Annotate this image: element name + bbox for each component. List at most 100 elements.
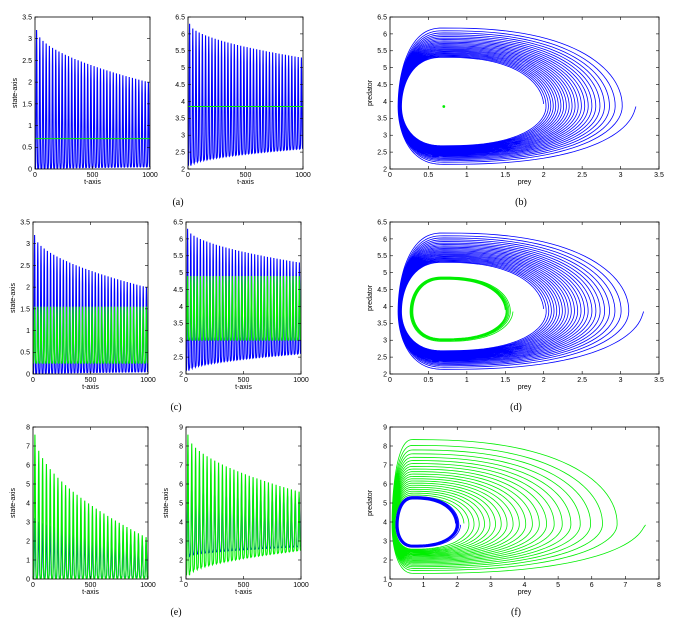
- x-tick-label: 1000: [140, 377, 156, 384]
- x-tick-label: 3.5: [654, 377, 664, 384]
- plot-area-e1: [33, 434, 148, 579]
- x-tick-label: 2: [455, 582, 459, 589]
- y-tick-label: 1: [28, 123, 32, 130]
- y-tick-label: 3: [26, 241, 30, 248]
- x-tick-label: 0: [31, 582, 35, 589]
- series-green-c2: [186, 276, 301, 341]
- series-green-c1: [33, 306, 148, 364]
- y-tick-label: 4: [26, 500, 30, 507]
- x-tick-label: 500: [87, 172, 99, 179]
- y-tick-label: 3.5: [20, 219, 30, 226]
- y-tick-label: 1.5: [22, 101, 32, 108]
- y-tick-label: 4.5: [377, 287, 387, 294]
- x-axis-label: t-axis: [82, 589, 99, 596]
- x-axis-label: prey: [518, 384, 532, 391]
- x-tick-label: 3.5: [654, 172, 664, 179]
- chart-c2: 0 500 1000 2 2.5 3 3.5 4 4.5 5 5.5 6 6.5 t-axis: [173, 219, 309, 391]
- series-blue-d: [397, 232, 645, 370]
- y-tick-label: 6: [383, 481, 387, 488]
- y-tick-label: 0.5: [20, 350, 30, 357]
- chart-c1: 0 500 1000 0 0.5 1 1.5 2 2.5 3 3.5 t-axis state-axis: [10, 219, 156, 391]
- y-tick-label: 0.5: [22, 145, 32, 152]
- y-tick-label: 1: [26, 328, 30, 335]
- x-axis-label: prey: [518, 179, 532, 186]
- x-tick-label: 8: [657, 582, 661, 589]
- y-tick-label: 4.5: [377, 82, 387, 89]
- y-tick-label: 4.5: [173, 287, 183, 294]
- x-tick-label: 2.5: [577, 172, 587, 179]
- y-tick-label: 4: [179, 304, 183, 311]
- y-tick-label: 4: [383, 99, 387, 106]
- y-tick-label: 4.5: [175, 82, 185, 89]
- y-tick-label: 1: [179, 576, 183, 583]
- plot-area-e2: [186, 434, 301, 576]
- y-tick-label: 3: [383, 133, 387, 140]
- y-tick-label: 8: [383, 443, 387, 450]
- chart-a1: 0 500 1000 0 0.5 1 1.5 2 2.5 3 3.5 t-axis state-axis: [12, 14, 158, 186]
- x-tick-label: 500: [85, 377, 97, 384]
- y-tick-label: 2: [179, 557, 183, 564]
- series-blue-e2: [186, 478, 301, 558]
- x-tick-label: 2: [542, 377, 546, 384]
- y-tick-label: 3: [383, 538, 387, 545]
- y-tick-label: 2.5: [175, 150, 185, 157]
- y-tick-label: 5.5: [173, 253, 183, 260]
- x-tick-label: 4: [523, 582, 527, 589]
- y-tick-label: 2: [383, 371, 387, 378]
- x-axis-label: t-axis: [237, 179, 254, 186]
- y-tick-label: 6: [181, 31, 185, 38]
- y-tick-label: 2: [383, 557, 387, 564]
- plot-area-c1: [33, 235, 148, 374]
- y-tick-label: 8: [179, 443, 183, 450]
- caption-e: (e): [170, 607, 181, 618]
- y-axis-label: state-axis: [10, 488, 17, 518]
- y-tick-label: 3: [26, 519, 30, 526]
- caption-f: (f): [511, 607, 521, 618]
- y-tick-label: 4: [181, 99, 185, 106]
- y-axis-label: predator: [367, 79, 374, 106]
- x-axis-label: t-axis: [235, 589, 252, 596]
- plot-area-f: [391, 439, 646, 574]
- series-green-f: [391, 439, 646, 574]
- x-tick-label: 1000: [295, 172, 311, 179]
- y-tick-label: 3: [181, 133, 185, 140]
- x-tick-label: 0: [388, 582, 392, 589]
- y-axis-label: predator: [367, 284, 374, 311]
- y-tick-label: 5: [383, 65, 387, 72]
- x-tick-label: 2.5: [577, 377, 587, 384]
- y-tick-label: 5: [383, 500, 387, 507]
- y-tick-label: 6: [383, 236, 387, 243]
- chart-e1: 0 500 1000 0 1 2 3 4 5 6 7 8 t-axis state-axis: [10, 424, 156, 596]
- x-tick-label: 1: [465, 377, 469, 384]
- y-tick-label: 5: [181, 65, 185, 72]
- series-blue-b: [397, 27, 637, 165]
- y-tick-label: 2: [26, 538, 30, 545]
- plot-area-b: [397, 27, 637, 165]
- y-tick-label: 3.5: [377, 321, 387, 328]
- y-tick-label: 7: [179, 462, 183, 469]
- y-tick-label: 3.5: [173, 321, 183, 328]
- x-tick-label: 3: [619, 172, 623, 179]
- y-tick-label: 5: [383, 270, 387, 277]
- y-axis-label: state-axis: [10, 283, 17, 313]
- y-tick-label: 6: [26, 462, 30, 469]
- y-tick-label: 2.5: [20, 263, 30, 270]
- chart-e2: 0 500 1000 1 2 3 4 5 6 7 8 9 t-axis state-axis: [163, 424, 309, 596]
- x-tick-label: 500: [240, 172, 252, 179]
- series-green-b: [442, 105, 446, 108]
- y-tick-label: 9: [383, 424, 387, 431]
- y-tick-label: 5.5: [175, 48, 185, 55]
- y-tick-label: 2: [181, 166, 185, 173]
- x-tick-label: 1: [422, 582, 426, 589]
- y-tick-label: 6.5: [175, 14, 185, 21]
- y-tick-label: 6: [179, 481, 183, 488]
- axes-box-b: [389, 16, 660, 170]
- x-tick-label: 500: [238, 377, 250, 384]
- y-tick-label: 6: [383, 31, 387, 38]
- y-tick-label: 2: [179, 371, 183, 378]
- x-tick-label: 1.5: [500, 377, 510, 384]
- axes-box-d: [389, 221, 660, 375]
- caption-c: (c): [170, 402, 181, 413]
- x-tick-label: 0: [184, 377, 188, 384]
